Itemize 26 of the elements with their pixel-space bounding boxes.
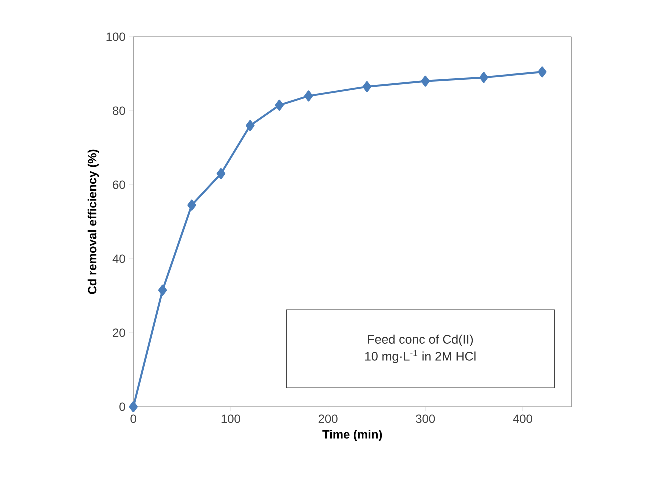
y-tick-label: 60	[113, 180, 126, 190]
y-axis-title: Cd removal efficiency (%)	[88, 150, 100, 294]
point	[362, 81, 372, 92]
point	[275, 100, 284, 111]
point	[538, 66, 547, 78]
annotation: Feed conc of Cd(II)	[368, 334, 474, 346]
point	[421, 76, 430, 87]
point	[246, 120, 255, 132]
x-tick-label: 0	[130, 414, 136, 424]
point	[158, 284, 168, 296]
y-tick-label: 20	[113, 328, 126, 338]
point	[304, 90, 314, 102]
y-tick-label: 100	[106, 32, 126, 42]
x-tick-label: 400	[513, 414, 532, 424]
y-tick-label: 80	[113, 106, 126, 116]
annotation: 10 mg·L$^{-1}$ in 2M HCl	[365, 350, 476, 364]
x-axis-title: Time (min)	[322, 430, 382, 442]
point	[129, 402, 138, 412]
point	[480, 72, 488, 84]
x-tick-label: 100	[222, 414, 240, 424]
y-tick-label: 40	[112, 254, 126, 264]
point	[216, 168, 226, 180]
x-tick-label: 300	[416, 414, 436, 424]
point	[188, 200, 196, 211]
y-tick-label: 0	[120, 402, 126, 412]
x-tick-label: 200	[318, 414, 338, 424]
